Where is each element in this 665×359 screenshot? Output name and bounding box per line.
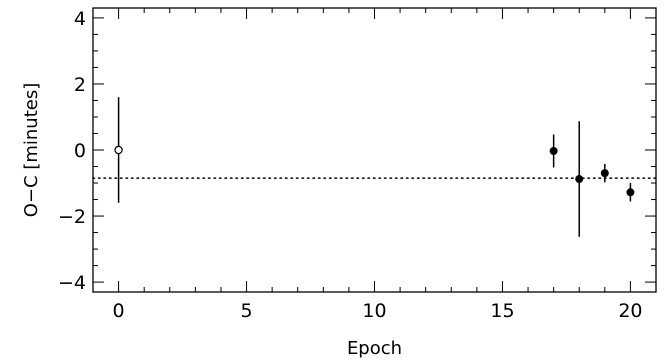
- y-tick-label: −4: [58, 272, 86, 294]
- data-point: [626, 188, 635, 197]
- plot-frame: [92, 7, 657, 293]
- data-point-open: [114, 145, 123, 155]
- y-axis-title: O−C [minutes]: [21, 83, 42, 217]
- x-tick-label: 10: [362, 300, 386, 322]
- x-tick-label: 0: [113, 300, 125, 322]
- x-tick-label: 15: [490, 300, 514, 322]
- x-tick-label: 5: [240, 300, 252, 322]
- y-tick-label: 2: [74, 74, 86, 96]
- data-point: [600, 169, 609, 178]
- x-axis-title: Epoch: [347, 338, 402, 359]
- x-tick-label: 20: [618, 300, 642, 322]
- y-tick-label: 0: [74, 140, 86, 162]
- y-tick-label: −2: [58, 206, 86, 228]
- data-point: [575, 175, 584, 184]
- plot-layer: 0 5 10 15 20 −4 −2 0 2 4: [58, 7, 657, 322]
- y-tick-label: 4: [74, 8, 86, 30]
- data-point: [549, 146, 558, 155]
